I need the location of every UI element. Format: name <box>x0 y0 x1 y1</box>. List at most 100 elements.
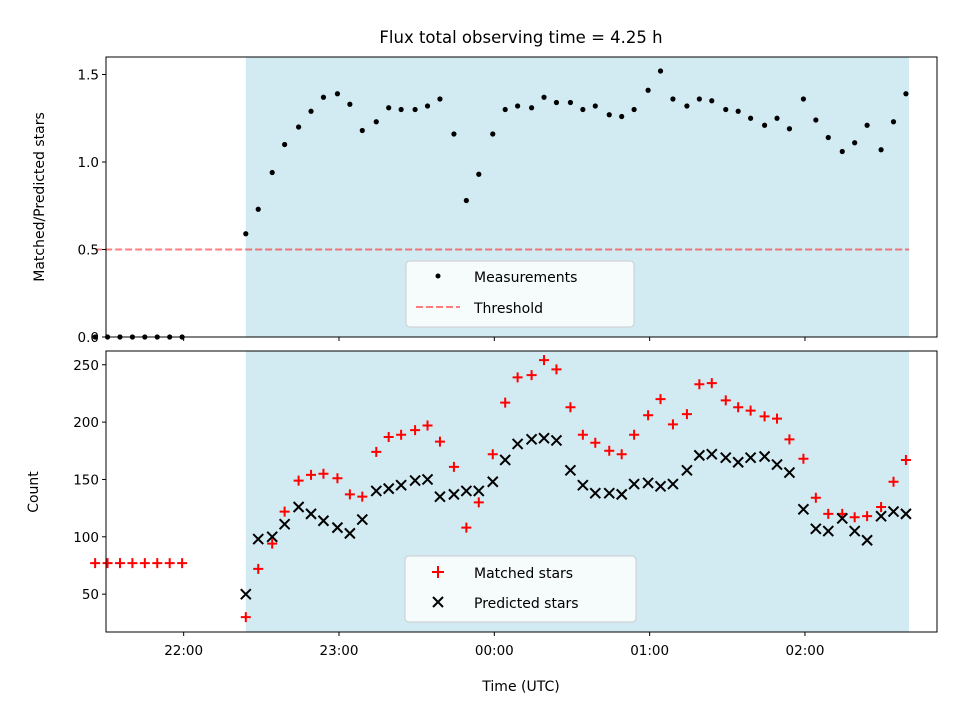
matched-star-point <box>565 402 576 413</box>
predicted-star-point <box>252 533 264 545</box>
measurement-point <box>451 131 457 137</box>
predicted-star-point <box>732 456 744 468</box>
measurement-point <box>890 119 897 125</box>
predicted-star-point <box>370 485 382 497</box>
measurement-point <box>631 106 637 113</box>
predicted-star-point <box>615 488 628 501</box>
measurement-point <box>619 113 625 120</box>
measurement-point <box>761 122 768 128</box>
predicted-star-point <box>836 512 848 525</box>
matched-star-point <box>772 413 783 424</box>
matched-star-point <box>448 461 459 472</box>
matched-star-point <box>279 506 290 517</box>
measurement-point <box>825 134 831 141</box>
measurement-point <box>373 119 379 125</box>
matched-star-point <box>114 558 125 569</box>
matched-star-point <box>526 370 537 381</box>
predicted-star-point <box>577 479 589 491</box>
legend-measurements-marker <box>435 273 441 279</box>
measurement-point <box>580 106 586 113</box>
predicted-star-point <box>628 478 640 490</box>
predicted-star-point <box>487 476 499 488</box>
x-axis-label: Time (UTC) <box>481 679 559 695</box>
matched-star-point <box>434 436 445 447</box>
measurement-point <box>515 103 521 109</box>
matched-star-point <box>681 409 692 420</box>
matched-star-point <box>344 489 355 500</box>
measurement-point <box>334 91 341 97</box>
matched-star-point <box>410 425 421 436</box>
bottom-axes-frame <box>105 350 938 633</box>
measurement-point <box>269 169 275 176</box>
predicted-star-point <box>589 487 601 499</box>
matched-star-point <box>253 563 264 574</box>
predicted-star-point <box>448 488 460 501</box>
matched-star-point <box>604 445 615 456</box>
measurement-point <box>437 96 443 102</box>
bottom-y-tick-label: 200 <box>73 415 99 431</box>
matched-star-point <box>396 429 407 440</box>
predicted-star-point <box>848 525 861 537</box>
measurement-point <box>864 122 870 128</box>
matched-star-point <box>177 558 188 569</box>
measurement-point <box>243 231 249 237</box>
matched-star-point <box>539 355 550 366</box>
predicted-star-point <box>797 503 810 515</box>
matched-star-point <box>577 429 588 440</box>
matched-star-point <box>667 419 678 430</box>
measurement-point <box>502 106 508 113</box>
matched-star-point <box>240 612 251 623</box>
matched-star-point <box>487 449 498 460</box>
matched-star-point <box>616 449 627 460</box>
predicted-star-point <box>434 490 446 503</box>
predicted-star-point <box>356 513 368 526</box>
predicted-star-point <box>525 433 538 446</box>
predicted-star-point <box>460 485 473 497</box>
measurement-point <box>670 96 676 102</box>
matched-star-point <box>759 411 770 422</box>
measurement-point <box>800 96 807 102</box>
measurement-point <box>813 117 819 123</box>
matched-star-point <box>810 492 821 503</box>
measurement-point <box>490 131 496 137</box>
predicted-star-point <box>681 464 693 476</box>
matched-star-point <box>876 501 887 512</box>
matched-star-point <box>590 437 601 448</box>
measurement-point <box>308 108 314 114</box>
legend-predicted-marker <box>432 596 444 608</box>
x-tick-label: 23:00 <box>320 643 359 659</box>
predicted-star-point <box>758 450 771 463</box>
measurement-point <box>296 124 302 130</box>
predicted-star-point <box>305 508 317 520</box>
matched-star-point <box>139 558 150 569</box>
measurement-point <box>359 127 365 134</box>
predicted-star-point <box>900 508 912 520</box>
measurement-point <box>684 103 690 109</box>
predicted-star-point <box>421 473 434 486</box>
measurement-point <box>567 99 574 106</box>
measurement-point <box>476 171 482 177</box>
matched-star-point <box>862 511 873 522</box>
matched-star-point <box>306 469 317 480</box>
matched-star-point <box>318 468 329 479</box>
matched-star-point <box>90 558 101 569</box>
measurement-point <box>657 68 664 74</box>
measurement-point <box>709 98 715 104</box>
bottom-series-matched-stars <box>90 355 911 623</box>
bottom-y-tick-label: 50 <box>82 587 99 603</box>
measurement-point <box>645 87 651 93</box>
matched-star-point <box>152 558 163 569</box>
predicted-star-point <box>499 454 511 466</box>
predicted-star-point <box>654 480 667 493</box>
matched-star-point <box>512 372 523 383</box>
predicted-star-point <box>473 485 485 497</box>
predicted-star-point <box>538 432 550 444</box>
predicted-star-point <box>810 523 822 535</box>
predicted-star-point <box>887 505 900 518</box>
x-tick-label: 22:00 <box>164 643 203 659</box>
matched-star-point <box>102 558 113 569</box>
matched-star-point <box>888 476 899 487</box>
predicted-star-point <box>822 525 834 537</box>
top-y-tick-label: 1.0 <box>78 155 99 171</box>
